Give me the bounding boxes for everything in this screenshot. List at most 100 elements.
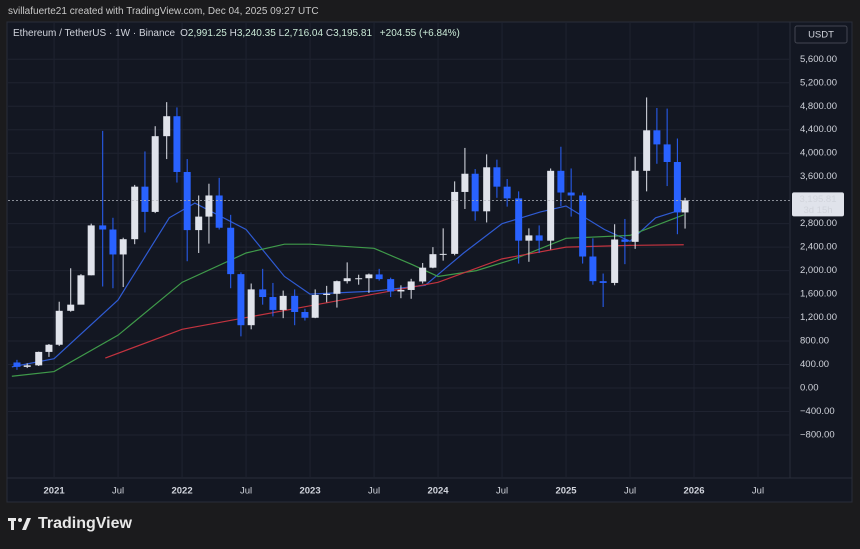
candle [681, 197, 689, 229]
candle [151, 126, 159, 214]
ohlc-value: 2,716.04 [284, 28, 324, 39]
x-tick-label: 2026 [683, 486, 704, 497]
candle-body [503, 186, 511, 199]
candle [173, 107, 181, 183]
y-tick-label: 4,400.00 [800, 124, 837, 135]
y-tick-label: 1,600.00 [800, 289, 837, 300]
candle [77, 274, 85, 305]
candle-body [45, 344, 53, 352]
candle [397, 285, 405, 299]
candle-body [579, 195, 587, 257]
candle [419, 262, 427, 284]
candle-body [67, 304, 75, 311]
ohlc-value: 2,991.25 [187, 28, 227, 39]
candle [291, 289, 299, 326]
y-tick-label: 5,200.00 [800, 77, 837, 88]
moving-average [11, 202, 684, 368]
tv-logo [8, 518, 31, 530]
candle-body [163, 116, 171, 137]
candle-body [429, 254, 437, 268]
ohlc: O2,991.25 H3,240.35 L2,716.04 C3,195.81 [180, 28, 375, 39]
candle-body [35, 351, 43, 366]
candle [109, 217, 117, 289]
candle [567, 168, 575, 217]
candle-body [547, 170, 555, 241]
candle-body [525, 235, 533, 241]
x-tick-label: Jul [368, 486, 380, 497]
ohlc-value: 3,240.35 [236, 28, 276, 39]
candle [365, 273, 373, 293]
candle-body [227, 227, 235, 275]
candle-body [611, 239, 619, 283]
candle-body [375, 274, 383, 280]
countdown: 3d 15h [803, 205, 832, 216]
candle [247, 283, 255, 330]
candle-body [311, 294, 319, 318]
candle [515, 191, 523, 264]
candle-body [109, 229, 117, 255]
candle [237, 272, 245, 337]
candle [589, 238, 597, 285]
candle-body [205, 195, 213, 217]
candle [333, 280, 341, 308]
x-tick-label: 2025 [555, 486, 577, 497]
candle-body [557, 170, 565, 193]
ohlc-label: C [325, 28, 334, 39]
candle-body [55, 310, 63, 345]
candle-body [471, 173, 479, 212]
candle [439, 228, 447, 261]
candle-body [87, 225, 95, 276]
candle-body [599, 281, 607, 283]
candle-body [131, 186, 139, 240]
candle [141, 151, 149, 233]
candle [131, 184, 139, 245]
candle-body [567, 192, 575, 196]
candle [579, 192, 587, 264]
y-tick-label: 4,800.00 [800, 101, 837, 112]
candle-body [247, 289, 255, 326]
last-price-box [792, 192, 844, 217]
candle-body [151, 136, 159, 212]
candle-body [621, 239, 629, 242]
ohlc-label: H [229, 28, 237, 39]
candle [205, 183, 213, 244]
candle-body [77, 275, 85, 305]
moving-average [11, 214, 684, 377]
y-tick-label: 4,000.00 [800, 148, 837, 159]
ohlc-label: O [180, 28, 188, 39]
candle [355, 274, 363, 285]
candle [183, 159, 191, 262]
candle [429, 247, 437, 269]
candle [451, 181, 459, 256]
y-tick-label: 2,800.00 [800, 218, 837, 229]
candle-body [673, 162, 681, 213]
x-tick-label: 2024 [427, 486, 449, 497]
candle [311, 289, 319, 319]
candle [227, 214, 235, 289]
candle-body [215, 195, 223, 228]
candle [279, 290, 287, 319]
candle-body [279, 295, 287, 310]
candle [343, 262, 351, 284]
candle-body [343, 278, 351, 282]
candle [557, 146, 565, 207]
candle-body [195, 216, 203, 231]
candle-body [141, 186, 149, 212]
candle [643, 97, 651, 192]
candle [35, 351, 43, 366]
candle-body [631, 170, 639, 242]
candle-body [407, 281, 415, 290]
candle [215, 177, 223, 230]
candle-body [323, 293, 331, 295]
candle [269, 282, 277, 317]
currency-box[interactable] [794, 25, 848, 44]
x-tick-label: Jul [624, 486, 636, 497]
candle-body [461, 173, 469, 192]
y-tick-label: 2,400.00 [800, 242, 837, 253]
x-tick-label: Jul [112, 486, 124, 497]
candle [471, 169, 479, 221]
candle [13, 359, 21, 370]
candle-body [259, 289, 267, 298]
